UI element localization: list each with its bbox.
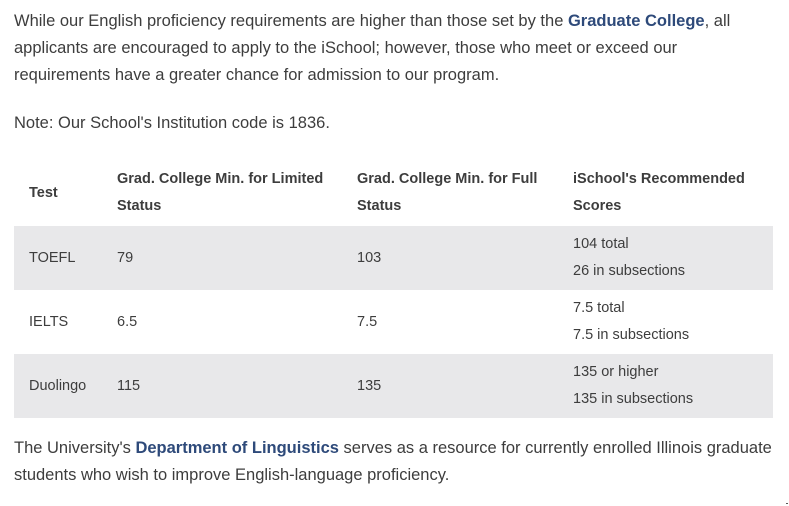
table-row-ielts: IELTS 6.5 7.5 7.5 total 7.5 in subsectio… [14, 290, 773, 354]
main-content: While our English proficiency requiremen… [14, 8, 779, 489]
cell-limited: 79 [117, 226, 357, 290]
recommended-total: 135 or higher [573, 364, 659, 380]
header-test: Test [29, 184, 58, 201]
institution-code-note: Note: Our School's Institution code is 1… [14, 114, 330, 132]
linguistics-paragraph: The University's Department of Linguisti… [14, 435, 779, 489]
header-full-status: Grad. College Min. for Full Status [357, 171, 538, 214]
intro-text-after: , all applicants are encouraged to apply… [14, 12, 731, 84]
intro-text-before: While our English proficiency requiremen… [14, 12, 568, 30]
cell-test: IELTS [29, 313, 69, 330]
outro-text-after: serves as a resource for currently enrol… [14, 439, 772, 484]
cell-limited: 6.5 [117, 313, 138, 330]
cell-test: TOEFL [14, 226, 117, 290]
table-row-duolingo: Duolingo 115 135 135 or higher 135 in su… [14, 354, 773, 418]
cell-limited: 115 [117, 354, 357, 418]
cell-recommended: 104 total 26 in subsections [573, 226, 773, 290]
recommended-total: 7.5 total [573, 300, 625, 316]
english-proficiency-table: Test Grad. College Min. for Limited Stat… [14, 154, 773, 418]
cell-full: 103 [357, 226, 573, 290]
cell-recommended: 135 or higher 135 in subsections [573, 354, 773, 418]
recommended-subsections: 135 in subsections [573, 391, 694, 407]
recommended-subsections: 26 in subsections [573, 263, 686, 279]
graduate-college-link[interactable]: Graduate College [567, 12, 705, 30]
cell-recommended: 7.5 total 7.5 in subsections [573, 290, 773, 354]
intro-paragraph: While our English proficiency requiremen… [14, 8, 774, 89]
header-recommended-scores: iSchool's Recommended Scores [573, 171, 745, 214]
recommended-subsections: 7.5 in subsections [573, 327, 690, 343]
header-limited-status: Grad. College Min. for Limited Status [117, 171, 324, 214]
table-header-row: Test Grad. College Min. for Limited Stat… [14, 154, 773, 226]
cell-test: Duolingo [14, 354, 117, 418]
outro-text-before: The University's [14, 439, 136, 457]
cell-full: 135 [357, 354, 573, 418]
recommended-total: 104 total [573, 236, 629, 252]
department-of-linguistics-link[interactable]: Department of Linguistics [135, 439, 339, 457]
table-row-toefl: TOEFL 79 103 104 total 26 in subsections [14, 226, 773, 290]
cell-full: 7.5 [357, 313, 378, 330]
corner-mark [786, 503, 788, 504]
